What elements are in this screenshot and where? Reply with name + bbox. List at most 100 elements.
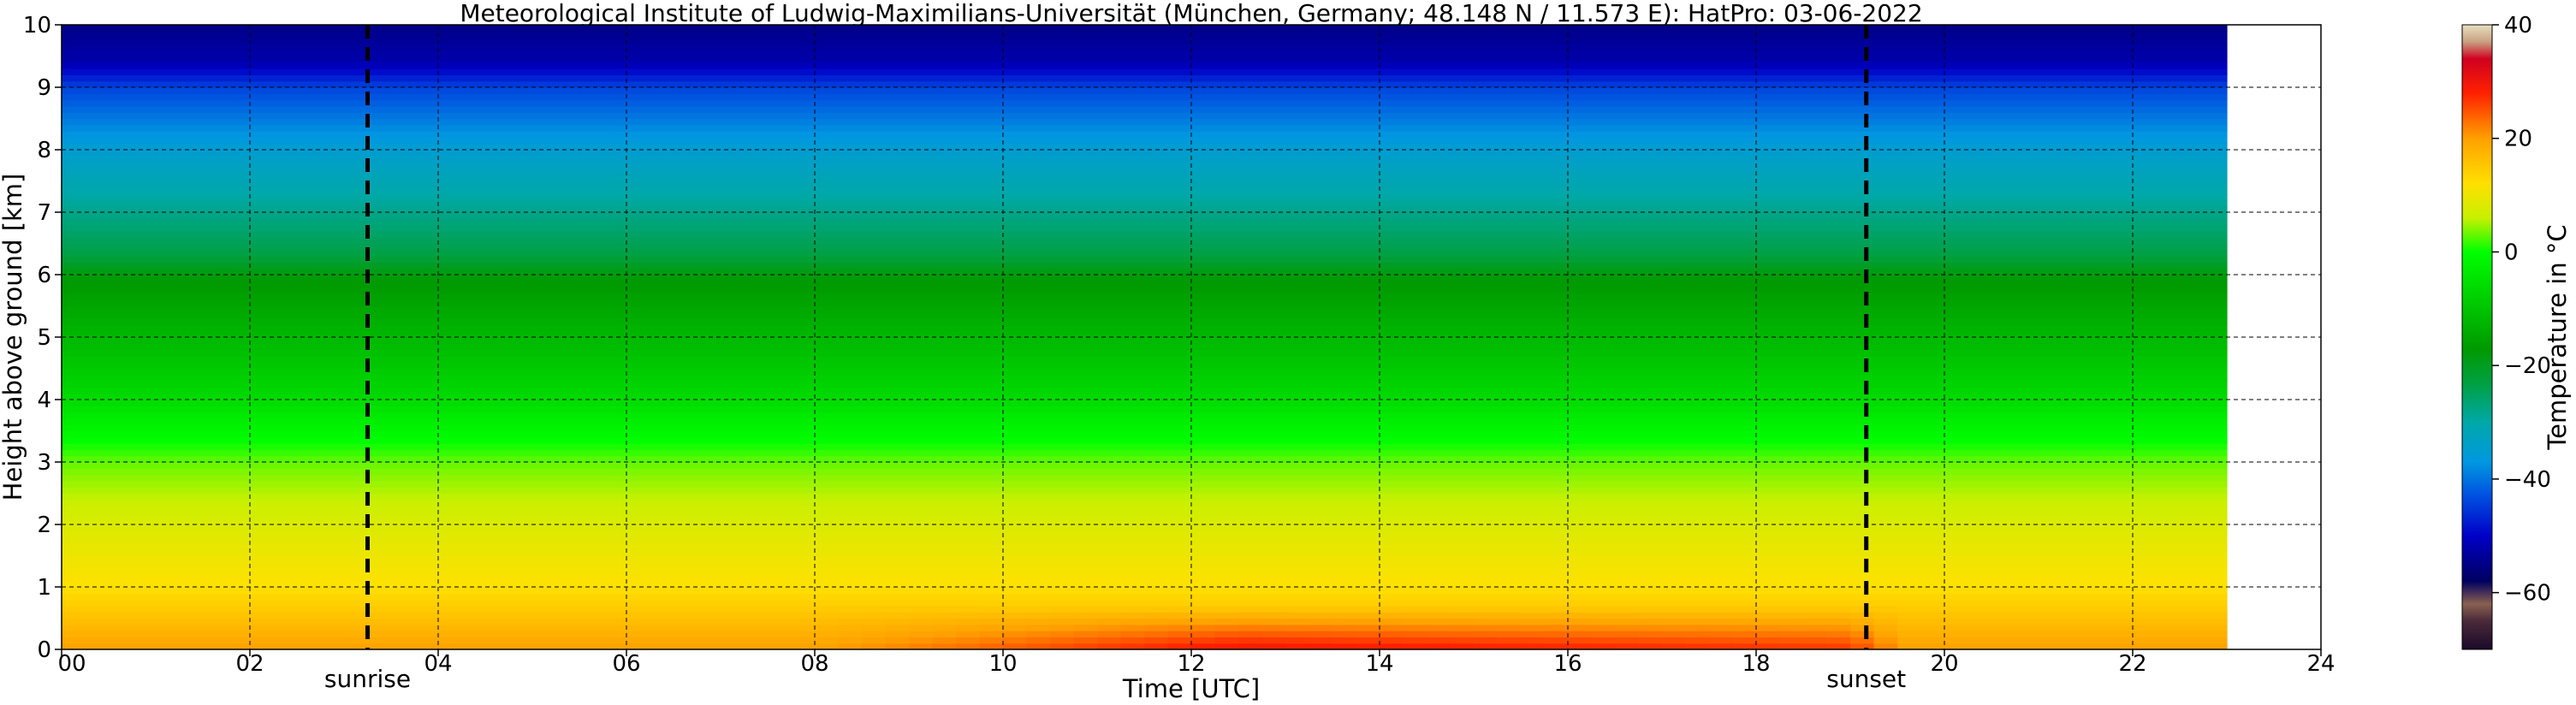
heatmap-cell bbox=[461, 474, 486, 482]
heatmap-cell bbox=[1214, 480, 1239, 488]
heatmap-cell bbox=[956, 143, 981, 151]
heatmap-cell bbox=[297, 362, 322, 370]
heatmap-cell bbox=[1167, 624, 1192, 631]
heatmap-cell bbox=[226, 637, 251, 644]
heatmap-cell bbox=[1120, 512, 1145, 519]
heatmap-cell bbox=[838, 637, 863, 644]
heatmap-cell bbox=[838, 187, 863, 194]
heatmap-cell bbox=[909, 499, 934, 507]
heatmap-cell bbox=[508, 205, 533, 213]
heatmap-cell bbox=[956, 68, 981, 75]
heatmap-cell bbox=[1144, 275, 1169, 281]
heatmap-cell bbox=[1144, 637, 1169, 644]
heatmap-cell bbox=[320, 374, 345, 382]
heatmap-cell bbox=[367, 218, 392, 226]
heatmap-cell bbox=[226, 87, 251, 94]
heatmap-cell bbox=[1073, 493, 1098, 501]
heatmap-cell bbox=[1097, 256, 1122, 263]
heatmap-cell bbox=[626, 237, 651, 245]
heatmap-cell bbox=[273, 31, 298, 39]
heatmap-cell bbox=[626, 275, 651, 281]
heatmap-cell bbox=[885, 593, 910, 601]
heatmap-cell bbox=[179, 187, 204, 194]
heatmap-cell bbox=[203, 412, 228, 419]
heatmap-cell bbox=[461, 612, 486, 619]
heatmap-cell bbox=[226, 561, 251, 569]
heatmap-cell bbox=[932, 499, 957, 507]
heatmap-cell bbox=[273, 530, 298, 538]
heatmap-cell bbox=[179, 430, 204, 438]
heatmap-cell bbox=[203, 68, 228, 75]
heatmap-cell bbox=[909, 318, 934, 325]
heatmap-cell bbox=[626, 156, 651, 163]
heatmap-cell bbox=[226, 618, 251, 625]
heatmap-cell bbox=[956, 406, 981, 413]
heatmap-cell bbox=[579, 243, 604, 251]
heatmap-cell bbox=[344, 230, 369, 238]
heatmap-cell bbox=[132, 536, 157, 544]
heatmap-cell bbox=[721, 637, 745, 644]
heatmap-cell bbox=[485, 406, 510, 413]
heatmap-cell bbox=[697, 62, 721, 69]
heatmap-cell bbox=[414, 406, 439, 413]
heatmap-cell bbox=[862, 50, 887, 57]
heatmap-cell bbox=[909, 618, 934, 625]
heatmap-cell bbox=[203, 205, 228, 213]
heatmap-cell bbox=[721, 436, 745, 444]
heatmap-cell bbox=[768, 406, 792, 413]
heatmap-cell bbox=[697, 561, 721, 569]
heatmap-cell bbox=[250, 293, 275, 300]
heatmap-cell bbox=[815, 536, 840, 544]
heatmap-cell bbox=[109, 93, 134, 101]
heatmap-cell bbox=[226, 542, 251, 550]
heatmap-cell bbox=[1120, 87, 1145, 94]
heatmap-cell bbox=[1097, 162, 1122, 169]
heatmap-cell bbox=[250, 449, 275, 457]
heatmap-cell bbox=[1214, 449, 1239, 457]
heatmap-cell bbox=[697, 587, 721, 594]
heatmap-cell bbox=[1003, 56, 1028, 63]
heatmap-cell bbox=[602, 424, 627, 432]
heatmap-cell bbox=[156, 530, 181, 538]
heatmap-cell bbox=[909, 230, 934, 238]
heatmap-cell bbox=[132, 105, 157, 113]
heatmap-cell bbox=[414, 93, 439, 101]
heatmap-cell bbox=[1003, 530, 1028, 538]
heatmap-cell bbox=[602, 499, 627, 507]
heatmap-cell bbox=[791, 449, 816, 457]
heatmap-cell bbox=[1026, 205, 1051, 213]
heatmap-cell bbox=[156, 499, 181, 507]
heatmap-cell bbox=[250, 612, 275, 619]
heatmap-cell bbox=[744, 50, 769, 57]
heatmap-cell bbox=[838, 561, 863, 569]
heatmap-cell bbox=[391, 381, 416, 388]
heatmap-cell bbox=[744, 31, 769, 39]
heatmap-cell bbox=[438, 518, 463, 525]
heatmap-cell bbox=[1191, 512, 1216, 519]
heatmap-cell bbox=[979, 93, 1004, 101]
heatmap-cell bbox=[650, 74, 674, 82]
heatmap-cell bbox=[485, 580, 510, 588]
heatmap-cell bbox=[1191, 25, 1216, 32]
heatmap-cell bbox=[626, 143, 651, 151]
heatmap-cell bbox=[367, 337, 392, 344]
heatmap-cell bbox=[979, 293, 1004, 300]
heatmap-cell bbox=[744, 574, 769, 582]
heatmap-cell bbox=[62, 568, 86, 575]
heatmap-cell bbox=[1144, 549, 1169, 557]
heatmap-cell bbox=[1120, 424, 1145, 432]
heatmap-cell bbox=[815, 637, 840, 644]
heatmap-cell bbox=[391, 281, 416, 288]
heatmap-cell bbox=[297, 355, 322, 363]
heatmap-cell bbox=[1026, 25, 1051, 32]
heatmap-cell bbox=[203, 262, 228, 270]
heatmap-cell bbox=[555, 574, 580, 582]
heatmap-cell bbox=[297, 87, 322, 94]
heatmap-cell bbox=[344, 612, 369, 619]
heatmap-cell bbox=[1026, 424, 1051, 432]
heatmap-cell bbox=[273, 181, 298, 188]
heatmap-cell bbox=[438, 624, 463, 631]
heatmap-cell bbox=[862, 524, 887, 531]
heatmap-cell bbox=[320, 605, 345, 613]
heatmap-cell bbox=[1191, 474, 1216, 482]
